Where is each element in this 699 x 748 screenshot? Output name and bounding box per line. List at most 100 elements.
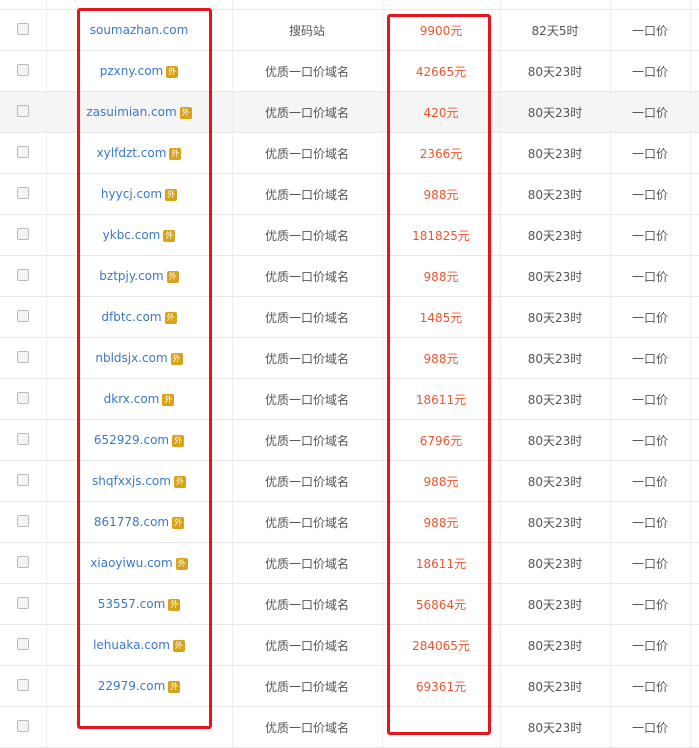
extra-cell: [690, 378, 699, 420]
extra-cell: [690, 91, 699, 133]
extra-cell: [690, 255, 699, 297]
foreign-badge: 外: [166, 271, 179, 283]
type-cell: 优质一口价域名: [232, 460, 383, 502]
row-checkbox[interactable]: [16, 268, 29, 281]
table-row[interactable]: bztpjy.com 外优质一口价域名 988元 80天23时 一口价: [0, 255, 699, 297]
domain-cell: dfbtc.com 外: [46, 296, 233, 338]
table-row[interactable]: zasuimian.com 外优质一口价域名 420元 80天23时 一口价: [0, 91, 699, 133]
domain-link[interactable]: xylfdzt.com: [96, 146, 167, 160]
time-left-cell: 80天23时: [500, 50, 611, 92]
row-checkbox[interactable]: [16, 391, 29, 404]
domain-link[interactable]: soumazhan.com: [89, 23, 189, 37]
time-left-cell: 80天23时: [500, 583, 611, 625]
sale-mode-cell: 一口价: [610, 296, 691, 338]
foreign-badge: 外: [173, 476, 186, 488]
select-cell: [0, 419, 47, 461]
select-cell: [0, 91, 47, 133]
table-row[interactable]: shqfxxjs.com 外优质一口价域名 988元 80天23时 一口价: [0, 460, 699, 502]
table-row[interactable]: xylfdzt.com 外优质一口价域名 2366元 80天23时 一口价: [0, 132, 699, 174]
select-cell: [0, 50, 47, 92]
type-cell: 优质一口价域名: [232, 665, 383, 707]
row-checkbox[interactable]: [16, 555, 29, 568]
domain-link[interactable]: zasuimian.com: [86, 105, 177, 119]
price-cell: 42665元: [382, 50, 501, 92]
extra-cell: [690, 665, 699, 707]
table-row[interactable]: 861778.com 外优质一口价域名 988元 80天23时 一口价: [0, 501, 699, 543]
type-cell: 优质一口价域名: [232, 173, 383, 215]
price-cell: 69361元: [382, 665, 501, 707]
row-checkbox[interactable]: [16, 514, 29, 527]
row-checkbox[interactable]: [16, 63, 29, 76]
sale-mode-cell: 一口价: [610, 665, 691, 707]
table-row[interactable]: ykbc.com 外优质一口价域名 181825元 80天23时 一口价: [0, 214, 699, 256]
domain-link[interactable]: lehuaka.com: [93, 638, 170, 652]
foreign-badge: 外: [169, 148, 182, 160]
extra-cell: [690, 624, 699, 666]
domain-link[interactable]: xiaoyiwu.com: [90, 556, 173, 570]
table-row[interactable]: lehuaka.com 外优质一口价域名 284065元 80天23时 一口价: [0, 624, 699, 666]
select-cell: [0, 706, 47, 748]
table-row[interactable]: soumazhan.com 搜码站 9900元 82天5时 一口价: [0, 9, 699, 51]
row-checkbox[interactable]: [16, 678, 29, 691]
price-cell: 1485元: [382, 296, 501, 338]
price-cell: 2366元: [382, 132, 501, 174]
domain-link[interactable]: 53557.com: [97, 597, 166, 611]
sale-mode-cell: 一口价: [610, 214, 691, 256]
foreign-badge: 外: [175, 558, 188, 570]
select-cell: [0, 583, 47, 625]
domain-link[interactable]: ykbc.com: [102, 228, 161, 242]
domain-link[interactable]: dkrx.com: [103, 392, 160, 406]
domain-link[interactable]: pzxny.com: [99, 64, 164, 78]
domain-link[interactable]: 22979.com: [97, 679, 166, 693]
table-row[interactable]: xiaoyiwu.com 外优质一口价域名 18611元 80天23时 一口价: [0, 542, 699, 584]
price-cell: 420元: [382, 91, 501, 133]
table-row[interactable]: hyycj.com 外优质一口价域名 988元 80天23时 一口价: [0, 173, 699, 215]
price-cell: 284065元: [382, 624, 501, 666]
domain-link[interactable]: nbldsjx.com: [95, 351, 168, 365]
domain-link[interactable]: shqfxxjs.com: [92, 474, 171, 488]
type-cell: 优质一口价域名: [232, 214, 383, 256]
row-checkbox[interactable]: [16, 350, 29, 363]
type-cell: 优质一口价域名: [232, 296, 383, 338]
domain-link[interactable]: 652929.com: [93, 433, 170, 447]
type-cell: 优质一口价域名: [232, 378, 383, 420]
type-cell: [232, 0, 383, 10]
row-checkbox[interactable]: [16, 637, 29, 650]
table-row[interactable]: 53557.com 外优质一口价域名 56864元 80天23时 一口价: [0, 583, 699, 625]
select-cell: [0, 501, 47, 543]
row-checkbox[interactable]: [16, 22, 29, 35]
row-checkbox[interactable]: [16, 432, 29, 445]
row-checkbox[interactable]: [16, 186, 29, 199]
table-row[interactable]: nbldsjx.com 外优质一口价域名 988元 80天23时 一口价: [0, 337, 699, 379]
table-row[interactable]: [0, 0, 699, 10]
extra-cell: [690, 501, 699, 543]
row-checkbox[interactable]: [16, 719, 29, 732]
table-row[interactable]: dkrx.com 外优质一口价域名 18611元 80天23时 一口价: [0, 378, 699, 420]
row-checkbox[interactable]: [16, 309, 29, 322]
table-row[interactable]: 22979.com 外优质一口价域名 69361元 80天23时 一口价: [0, 665, 699, 707]
domain-link[interactable]: dfbtc.com: [101, 310, 162, 324]
domain-cell: 652929.com 外: [46, 419, 233, 461]
row-checkbox[interactable]: [16, 104, 29, 117]
row-checkbox[interactable]: [16, 145, 29, 158]
row-checkbox[interactable]: [16, 227, 29, 240]
extra-cell: [690, 296, 699, 338]
table-row[interactable]: 652929.com 外优质一口价域名 6796元 80天23时 一口价: [0, 419, 699, 461]
price-cell: 988元: [382, 460, 501, 502]
foreign-badge: 外: [170, 353, 183, 365]
select-cell: [0, 665, 47, 707]
domain-link[interactable]: 861778.com: [93, 515, 170, 529]
sale-mode-cell: 一口价: [610, 132, 691, 174]
table-row[interactable]: dfbtc.com 外优质一口价域名 1485元 80天23时 一口价: [0, 296, 699, 338]
domain-link[interactable]: hyycj.com: [100, 187, 163, 201]
price-cell: 18611元: [382, 542, 501, 584]
row-checkbox[interactable]: [16, 473, 29, 486]
select-cell: [0, 9, 47, 51]
table-row[interactable]: 优质一口价域名 80天23时 一口价: [0, 706, 699, 748]
row-checkbox[interactable]: [16, 596, 29, 609]
table-row[interactable]: pzxny.com 外优质一口价域名 42665元 80天23时 一口价: [0, 50, 699, 92]
select-cell: [0, 132, 47, 174]
price-cell: 6796元: [382, 419, 501, 461]
domain-link[interactable]: bztpjy.com: [99, 269, 164, 283]
sale-mode-cell: 一口价: [610, 501, 691, 543]
